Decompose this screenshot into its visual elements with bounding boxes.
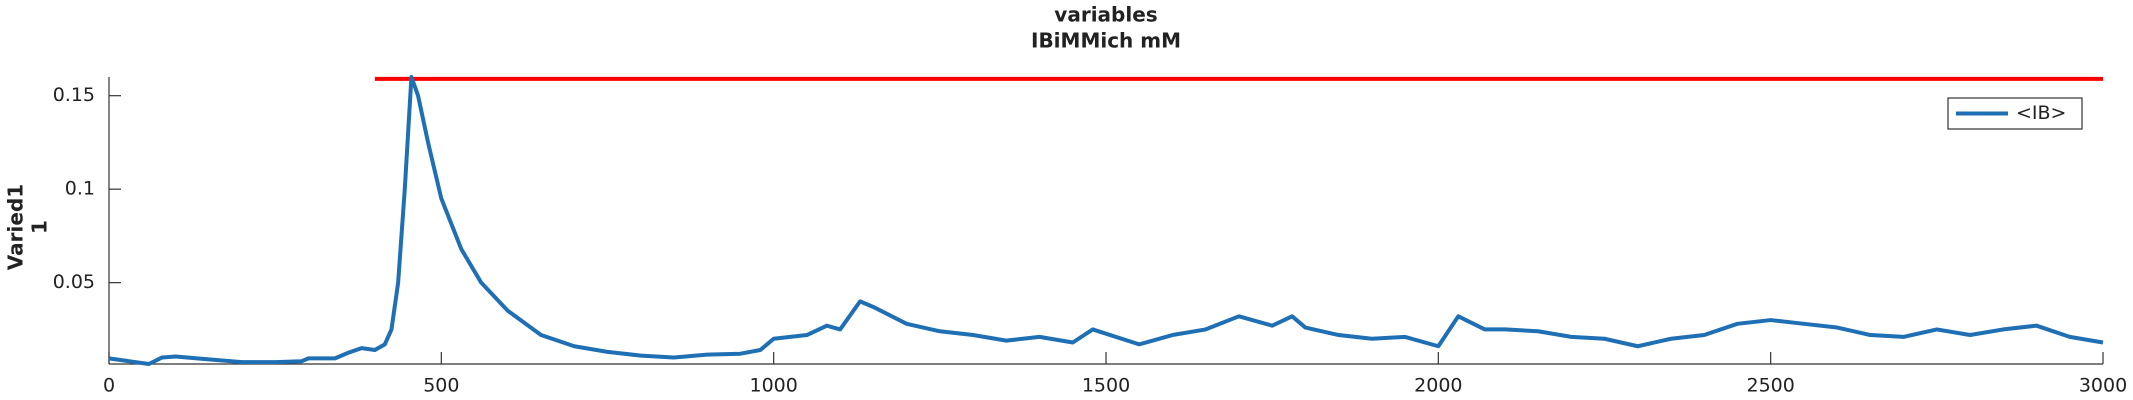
x-tick-label: 500 <box>423 375 459 397</box>
x-tick-label: 3000 <box>2079 375 2127 397</box>
y-axis-label: 1 <box>28 220 52 234</box>
y-tick-label: 0.1 <box>65 178 95 200</box>
x-tick-label: 2500 <box>1746 375 1794 397</box>
chart-subtitle: IBiMMich mM <box>1031 29 1181 53</box>
y-tick-label: 0.15 <box>53 84 95 106</box>
x-tick-label: 1000 <box>749 375 797 397</box>
legend-label: <IB> <box>2016 102 2066 124</box>
y-axis-label: Varied1 <box>4 184 28 270</box>
chart-title: variables <box>1054 3 1157 27</box>
x-tick-label: 2000 <box>1414 375 1462 397</box>
y-tick-label: 0.05 <box>53 271 95 293</box>
data-line <box>108 75 2104 366</box>
x-tick-label: 0 <box>103 375 115 397</box>
x-tick-label: 1500 <box>1082 375 1130 397</box>
